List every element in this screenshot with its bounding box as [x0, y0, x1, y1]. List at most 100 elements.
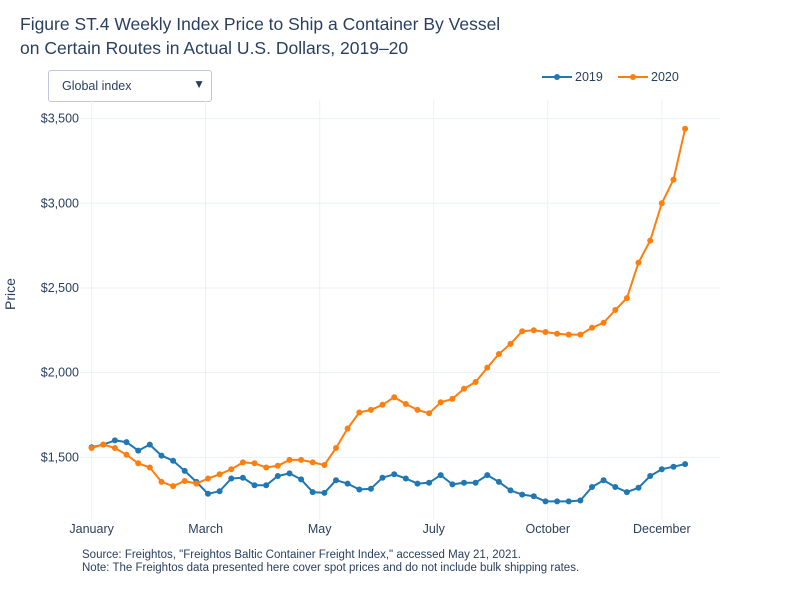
data-point-2020: [205, 475, 211, 482]
data-point-2019: [170, 457, 177, 464]
data-point-2020: [507, 340, 514, 347]
data-point-2020: [146, 464, 153, 471]
triangle-down-icon: ▼: [193, 77, 205, 91]
x-tick-label: January: [69, 522, 114, 536]
x-tick-label: December: [633, 522, 691, 536]
x-tick-label: October: [526, 522, 570, 536]
data-point-2019: [88, 444, 95, 451]
data-point-2019: [635, 484, 642, 491]
data-point-2019: [612, 484, 619, 490]
series-2020: [88, 125, 689, 490]
data-point-2019: [321, 489, 328, 496]
data-point-2020: [530, 327, 537, 334]
data-point-2019: [251, 482, 258, 489]
y-tick-label: $2,500: [41, 281, 79, 295]
y-tick-label: $3,500: [41, 112, 79, 126]
data-point-2019: [554, 498, 561, 505]
y-axis-label: Price: [2, 278, 18, 310]
data-point-2020: [286, 456, 293, 463]
data-point-2020: [379, 401, 386, 408]
data-point-2019: [472, 479, 479, 486]
data-point-2019: [414, 480, 421, 487]
chart-title-line-1: Figure ST.4 Weekly Index Price to Ship a…: [20, 14, 501, 34]
y-tick-label: $1,500: [41, 450, 79, 464]
x-tick-label: May: [308, 522, 332, 536]
data-point-2020: [239, 459, 246, 466]
data-point-2019: [123, 439, 130, 446]
data-point-2020: [391, 394, 398, 401]
data-point-2019: [228, 475, 235, 482]
axis-layer: $1,500 $2,000 $2,500 $3,000 $3,500 January Mar…: [41, 112, 691, 536]
x-tick-label: March: [188, 522, 223, 536]
series-2019: [88, 437, 689, 505]
data-point-2020: [449, 395, 456, 402]
data-point-2019: [530, 493, 537, 500]
data-point-2020: [472, 379, 479, 385]
data-point-2020: [600, 319, 607, 326]
data-point-2020: [321, 462, 328, 468]
data-point-2019: [379, 474, 386, 481]
x-tick-label: July: [423, 522, 446, 536]
data-point-2019: [158, 452, 165, 459]
data-point-2020: [274, 462, 281, 469]
data-point-2019: [216, 488, 223, 495]
data-point-2020: [111, 445, 118, 451]
data-point-2019: [391, 471, 398, 478]
data-point-2020: [658, 200, 665, 207]
source-line: Source: Freightos, "Freightos Baltic Con…: [82, 549, 521, 561]
data-point-2019: [495, 478, 502, 485]
data-point-2020: [193, 480, 200, 487]
data-point-2019: [402, 475, 409, 482]
data-point-2020: [309, 459, 316, 466]
data-point-2020: [402, 401, 409, 407]
data-point-2019: [484, 472, 491, 479]
data-point-2019: [111, 437, 118, 444]
data-point-2020: [484, 364, 491, 371]
data-point-2019: [344, 480, 351, 487]
data-point-2020: [414, 406, 421, 413]
data-point-2019: [100, 441, 107, 448]
data-point-2019: [205, 490, 211, 497]
data-point-2020: [298, 456, 305, 463]
chart-title-line-2: on Certain Routes in Actual U.S. Dollars…: [20, 38, 409, 58]
data-point-2020: [495, 351, 502, 357]
data-point-2020: [519, 328, 526, 335]
y-tick-label: $2,000: [41, 366, 79, 380]
data-point-2019: [239, 474, 246, 481]
series-line-2020: [91, 128, 687, 488]
data-point-2019: [298, 476, 305, 483]
data-point-2020: [170, 483, 177, 490]
data-point-2020: [263, 464, 270, 471]
data-point-2020: [635, 259, 642, 266]
grid-layer: [80, 100, 720, 520]
legend-label-2019: 2019: [575, 70, 603, 84]
data-point-2019: [577, 497, 584, 504]
legend-label-2020: 2020: [651, 70, 679, 84]
data-point-2019: [333, 477, 339, 484]
data-point-2020: [577, 331, 584, 338]
data-point-2019: [600, 477, 607, 484]
data-point-2020: [623, 295, 630, 302]
data-point-2019: [507, 487, 514, 494]
data-point-2020: [426, 410, 433, 417]
data-point-2019: [542, 498, 549, 505]
note-line: Note: The Freightos data presented here …: [82, 562, 580, 574]
data-point-2019: [193, 478, 200, 485]
data-point-2020: [100, 441, 107, 448]
data-point-2020: [682, 125, 689, 132]
data-point-2020: [565, 331, 572, 338]
series-layer: [88, 125, 689, 505]
data-point-2020: [333, 445, 339, 451]
dropdown-selected-label: Global index: [62, 79, 132, 93]
series-line-2019: [91, 439, 686, 503]
data-point-2020: [158, 478, 165, 485]
index-dropdown[interactable]: Global index ▼: [48, 70, 212, 102]
data-point-2020: [123, 451, 130, 458]
data-point-2019: [670, 463, 677, 470]
data-point-2020: [181, 478, 188, 484]
data-point-2020: [461, 385, 467, 392]
source-notes: Source: Freightos, "Freightos Baltic Con…: [82, 549, 579, 575]
data-point-2020: [216, 471, 223, 478]
data-point-2019: [519, 491, 526, 498]
data-point-2020: [88, 445, 95, 451]
